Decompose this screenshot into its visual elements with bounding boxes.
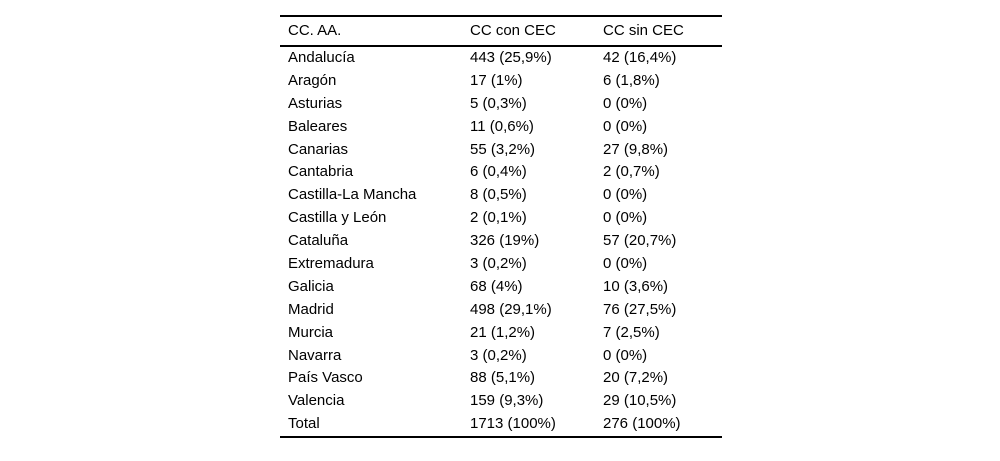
table-row: Galicia 68 (4%) 10 (3,6%)	[280, 276, 722, 299]
cc-con-cec-cell: 55 (3,2%)	[470, 140, 536, 158]
region-cell: Cataluña	[288, 232, 349, 250]
table-row: Castilla y León 2 (0,1%) 0 (0%)	[280, 207, 722, 230]
region-cell: Galicia	[288, 277, 334, 295]
cc-sin-cec-cell: 7 (2,5%)	[603, 323, 660, 341]
cc-sin-cec-cell: 0 (0%)	[603, 94, 648, 112]
region-cell: Castilla-La Mancha	[288, 186, 417, 204]
region-cell: Madrid	[288, 300, 334, 318]
table-row: Canarias 55 (3,2%) 27 (9,8%)	[280, 139, 722, 162]
cc-con-cec-cell: 159 (9,3%)	[470, 392, 544, 410]
region-cell: Canarias	[288, 140, 349, 158]
region-cell: Valencia	[288, 392, 345, 410]
region-cell: Aragón	[288, 71, 337, 89]
table-header-row: CC. AA. CC con CEC CC sin CEC	[280, 17, 722, 47]
table-row: Valencia 159 (9,3%) 29 (10,5%)	[280, 390, 722, 413]
column-header-region: CC. AA.	[288, 22, 342, 39]
region-cell: Total	[288, 415, 320, 433]
table-row: Extremadura 3 (0,2%) 0 (0%)	[280, 253, 722, 276]
cc-sin-cec-cell: 0 (0%)	[603, 346, 648, 364]
cc-sin-cec-cell: 0 (0%)	[603, 186, 648, 204]
table-row: Andalucía 443 (25,9%) 42 (16,4%)	[280, 47, 722, 70]
cc-sin-cec-cell: 2 (0,7%)	[603, 163, 660, 181]
cc-con-cec-cell: 1713 (100%)	[470, 415, 556, 433]
cc-sin-cec-cell: 0 (0%)	[603, 255, 648, 273]
region-cell: Andalucía	[288, 49, 355, 66]
column-header-cc-sin-cec: CC sin CEC	[603, 22, 684, 39]
table-body: Andalucía 443 (25,9%) 42 (16,4%) Aragón …	[280, 47, 722, 436]
cc-con-cec-cell: 68 (4%)	[470, 277, 523, 295]
cc-con-cec-cell: 2 (0,1%)	[470, 209, 527, 227]
table-row: Total 1713 (100%) 276 (100%)	[280, 413, 722, 436]
region-cell: Asturias	[288, 94, 343, 112]
cc-sin-cec-cell: 57 (20,7%)	[603, 232, 677, 250]
cc-sin-cec-cell: 42 (16,4%)	[603, 49, 677, 66]
table-row: Baleares 11 (0,6%) 0 (0%)	[280, 116, 722, 139]
cc-sin-cec-cell: 76 (27,5%)	[603, 300, 677, 318]
cc-con-cec-cell: 326 (19%)	[470, 232, 540, 250]
table-row: Cataluña 326 (19%) 57 (20,7%)	[280, 230, 722, 253]
cc-con-cec-cell: 443 (25,9%)	[470, 49, 552, 66]
region-cell: Murcia	[288, 323, 334, 341]
cc-con-cec-cell: 498 (29,1%)	[470, 300, 552, 318]
cc-sin-cec-cell: 29 (10,5%)	[603, 392, 677, 410]
cc-con-cec-cell: 3 (0,2%)	[470, 255, 527, 273]
cc-con-cec-cell: 3 (0,2%)	[470, 346, 527, 364]
table-row: Asturias 5 (0,3%) 0 (0%)	[280, 93, 722, 116]
table-row: Castilla-La Mancha 8 (0,5%) 0 (0%)	[280, 184, 722, 207]
cc-con-cec-cell: 88 (5,1%)	[470, 369, 536, 387]
cc-con-cec-cell: 8 (0,5%)	[470, 186, 527, 204]
cc-sin-cec-cell: 6 (1,8%)	[603, 71, 660, 89]
table-row: Madrid 498 (29,1%) 76 (27,5%)	[280, 299, 722, 322]
cc-con-cec-cell: 21 (1,2%)	[470, 323, 536, 341]
regions-cec-table: CC. AA. CC con CEC CC sin CEC Andalucía …	[280, 15, 722, 439]
cc-sin-cec-cell: 10 (3,6%)	[603, 277, 669, 295]
cc-sin-cec-cell: 27 (9,8%)	[603, 140, 669, 158]
column-header-cc-con-cec: CC con CEC	[470, 22, 556, 39]
cc-sin-cec-cell: 20 (7,2%)	[603, 369, 669, 387]
region-cell: País Vasco	[288, 369, 363, 387]
table-row: Murcia 21 (1,2%) 7 (2,5%)	[280, 322, 722, 345]
cc-con-cec-cell: 5 (0,3%)	[470, 94, 527, 112]
region-cell: Castilla y León	[288, 209, 387, 227]
region-cell: Extremadura	[288, 255, 374, 273]
cc-sin-cec-cell: 0 (0%)	[603, 117, 648, 135]
table-row: Navarra 3 (0,2%) 0 (0%)	[280, 345, 722, 368]
region-cell: Baleares	[288, 117, 348, 135]
table-row: Aragón 17 (1%) 6 (1,8%)	[280, 70, 722, 93]
table-row: Cantabria 6 (0,4%) 2 (0,7%)	[280, 161, 722, 184]
cc-sin-cec-cell: 0 (0%)	[603, 209, 648, 227]
region-cell: Cantabria	[288, 163, 354, 181]
table-row: País Vasco 88 (5,1%) 20 (7,2%)	[280, 367, 722, 390]
cc-sin-cec-cell: 276 (100%)	[603, 415, 681, 433]
cc-con-cec-cell: 11 (0,6%)	[470, 117, 534, 135]
region-cell: Navarra	[288, 346, 342, 364]
cc-con-cec-cell: 6 (0,4%)	[470, 163, 527, 181]
cc-con-cec-cell: 17 (1%)	[470, 71, 523, 89]
